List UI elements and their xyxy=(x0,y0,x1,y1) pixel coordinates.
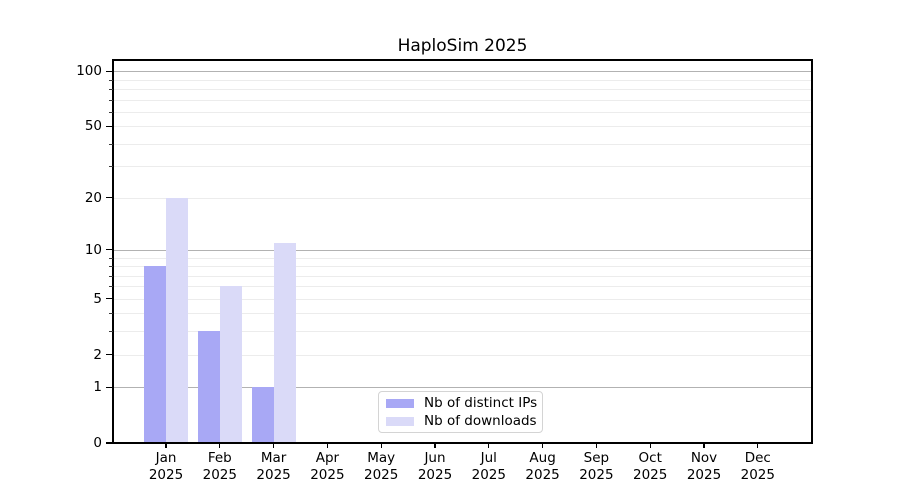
x-tick xyxy=(541,443,544,449)
minor-gridline xyxy=(113,275,812,277)
y-tick xyxy=(106,197,113,199)
x-tick-month: Sep xyxy=(583,450,610,466)
y-tick-label: 20 xyxy=(84,189,102,206)
x-tick-year: 2025 xyxy=(471,466,506,483)
y-tick-label: 10 xyxy=(84,241,102,258)
legend-item: Nb of downloads xyxy=(386,413,542,430)
y-tick-label: 2 xyxy=(93,346,102,363)
minor-gridline xyxy=(113,88,812,90)
minor-gridline xyxy=(113,286,812,288)
minor-gridline xyxy=(113,99,812,101)
x-tick xyxy=(488,443,490,449)
major-gridline xyxy=(113,387,812,389)
legend: Nb of distinct IPs Nb of downloads xyxy=(378,391,543,433)
x-tick-label: Mar 2025 xyxy=(239,450,309,483)
x-tick-label: Dec 2025 xyxy=(723,450,793,483)
x-tick-month: Mar xyxy=(260,450,287,466)
x-tick-year: 2025 xyxy=(364,466,399,483)
plot-area xyxy=(113,60,812,443)
x-tick xyxy=(165,443,167,449)
bar-distinct-ips xyxy=(251,387,274,443)
x-tick-year: 2025 xyxy=(202,466,237,483)
major-gridline xyxy=(113,71,812,73)
minor-gridline xyxy=(113,354,812,356)
x-tick xyxy=(273,443,275,449)
x-tick-year: 2025 xyxy=(686,466,722,483)
y-tick-label: 50 xyxy=(84,118,102,135)
x-tick xyxy=(703,443,705,449)
x-tick-year: 2025 xyxy=(148,466,184,483)
x-tick-month: Jan xyxy=(155,450,177,466)
x-tick xyxy=(649,443,651,449)
x-tick xyxy=(595,443,598,449)
x-tick-label: Nov 2025 xyxy=(669,450,739,483)
y-tick xyxy=(106,70,113,72)
legend-label: Nb of distinct IPs xyxy=(424,395,538,411)
y-tick xyxy=(106,386,113,388)
major-gridline xyxy=(113,249,812,251)
legend-swatch xyxy=(386,398,414,408)
legend-label: Nb of downloads xyxy=(424,413,537,429)
bar-downloads xyxy=(219,286,242,443)
bar-downloads xyxy=(273,242,296,443)
x-tick-month: Dec xyxy=(744,450,771,466)
minor-gridline xyxy=(113,166,812,168)
x-tick xyxy=(757,443,759,449)
y-tick xyxy=(106,298,113,300)
minor-gridline xyxy=(113,143,812,145)
x-tick xyxy=(380,443,382,449)
y-tick xyxy=(106,125,113,127)
y-tick-label: 1 xyxy=(93,379,102,396)
y-tick xyxy=(106,353,113,356)
x-tick-year: 2025 xyxy=(579,466,614,483)
bar-distinct-ips xyxy=(144,266,166,443)
minor-gridline xyxy=(113,79,812,81)
x-tick-label: Jul 2025 xyxy=(454,450,524,483)
x-tick-year: 2025 xyxy=(525,466,560,483)
x-tick-label: Apr 2025 xyxy=(292,450,362,483)
x-tick-year: 2025 xyxy=(310,466,345,483)
x-tick-month: Apr xyxy=(315,450,340,466)
chart-title: HaploSim 2025 xyxy=(397,36,528,56)
minor-gridline xyxy=(113,298,812,300)
legend-swatch xyxy=(386,416,414,426)
legend-item: Nb of distinct IPs xyxy=(386,395,542,412)
x-tick-year: 2025 xyxy=(256,466,291,483)
x-tick-month: Aug xyxy=(529,450,556,466)
y-tick-label: 100 xyxy=(76,63,102,80)
minor-gridline xyxy=(113,111,812,113)
x-tick-month: Feb xyxy=(207,450,232,466)
x-tick-year: 2025 xyxy=(740,466,775,483)
x-tick-month: Jun xyxy=(424,450,446,466)
minor-gridline xyxy=(113,331,812,333)
x-tick-label: Oct 2025 xyxy=(615,450,685,483)
bar-distinct-ips xyxy=(197,331,220,443)
x-tick xyxy=(434,443,436,449)
x-tick-month: Nov xyxy=(690,450,718,466)
x-tick-month: May xyxy=(367,450,396,466)
y-tick-label: 0 xyxy=(93,435,102,451)
y-tick-label: 5 xyxy=(93,290,102,307)
minor-gridline xyxy=(113,313,812,315)
minor-gridline xyxy=(113,266,812,267)
x-tick-label: Aug 2025 xyxy=(508,450,578,483)
x-tick-label: Sep 2025 xyxy=(561,450,631,483)
x-tick-month: Jul xyxy=(480,450,497,466)
x-tick-label: May 2025 xyxy=(346,450,416,483)
x-tick-year: 2025 xyxy=(633,466,668,483)
minor-gridline xyxy=(113,257,812,259)
y-tick xyxy=(106,249,113,251)
minor-gridline xyxy=(113,126,812,128)
minor-gridline xyxy=(113,197,812,199)
y-tick xyxy=(106,442,113,444)
bar-downloads xyxy=(166,197,188,443)
x-tick-month: Oct xyxy=(638,450,662,466)
x-tick xyxy=(326,443,329,449)
x-tick xyxy=(219,443,221,449)
x-tick-label: Jun 2025 xyxy=(400,450,470,483)
x-tick-label: Feb 2025 xyxy=(185,450,255,483)
x-tick-label: Jan 2025 xyxy=(131,450,201,483)
x-tick-year: 2025 xyxy=(417,466,453,483)
